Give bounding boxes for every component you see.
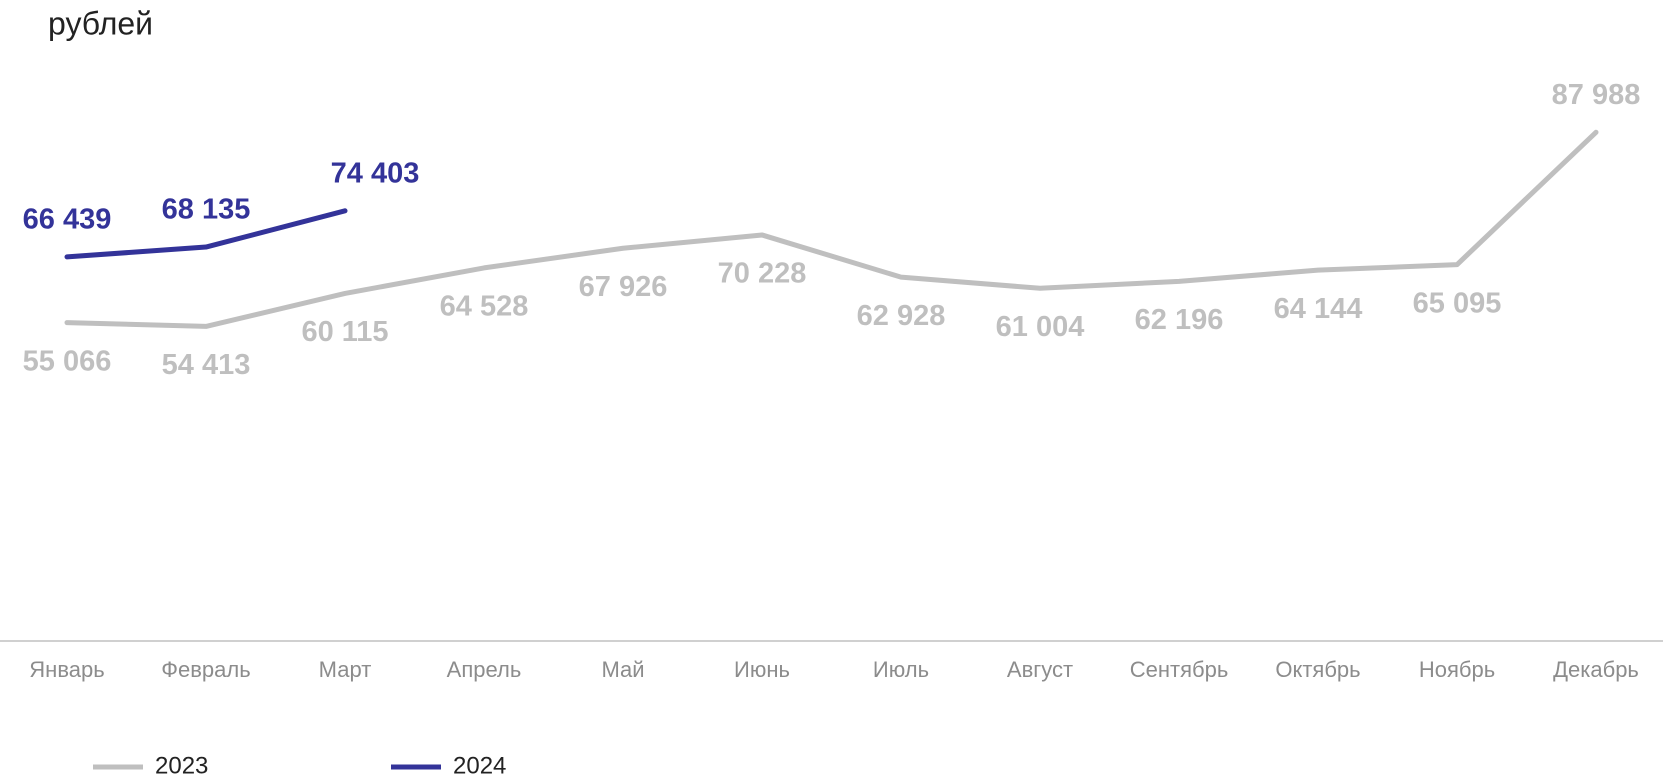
legend-label: 2023	[155, 752, 208, 779]
data-label: 54 413	[162, 349, 251, 381]
x-tick-label: Август	[1007, 657, 1073, 682]
data-label: 61 004	[996, 311, 1085, 343]
series-line	[64, 208, 348, 260]
chart-title: рублей	[48, 5, 153, 41]
x-tick-label: Декабрь	[1553, 657, 1639, 682]
data-label: 64 528	[440, 291, 529, 323]
x-tick-label: Апрель	[447, 657, 522, 682]
data-label: 65 095	[1413, 287, 1502, 319]
x-tick-label: Февраль	[161, 657, 250, 682]
x-tick-label: Май	[601, 657, 644, 682]
data-label: 70 228	[718, 258, 807, 290]
data-label: 62 928	[857, 300, 946, 332]
legend-label: 2024	[453, 752, 506, 779]
x-tick-label: Октябрь	[1275, 657, 1360, 682]
data-label: 68 135	[162, 194, 251, 226]
data-label: 66 439	[23, 204, 112, 236]
data-label: 55 066	[23, 345, 112, 377]
data-label: 74 403	[331, 157, 420, 189]
data-label: 87 988	[1552, 79, 1641, 111]
series-line	[64, 129, 1599, 329]
x-tick-label: Март	[319, 657, 372, 682]
x-tick-label: Январь	[29, 657, 104, 682]
data-label: 60 115	[301, 316, 388, 348]
x-tick-label: Сентябрь	[1130, 657, 1229, 682]
x-tick-label: Ноябрь	[1419, 657, 1495, 682]
x-tick-label: Июль	[873, 657, 929, 682]
data-label: 62 196	[1135, 304, 1224, 336]
data-label: 67 926	[579, 271, 668, 303]
x-tick-label: Июнь	[734, 657, 790, 682]
data-label: 64 144	[1274, 293, 1363, 325]
